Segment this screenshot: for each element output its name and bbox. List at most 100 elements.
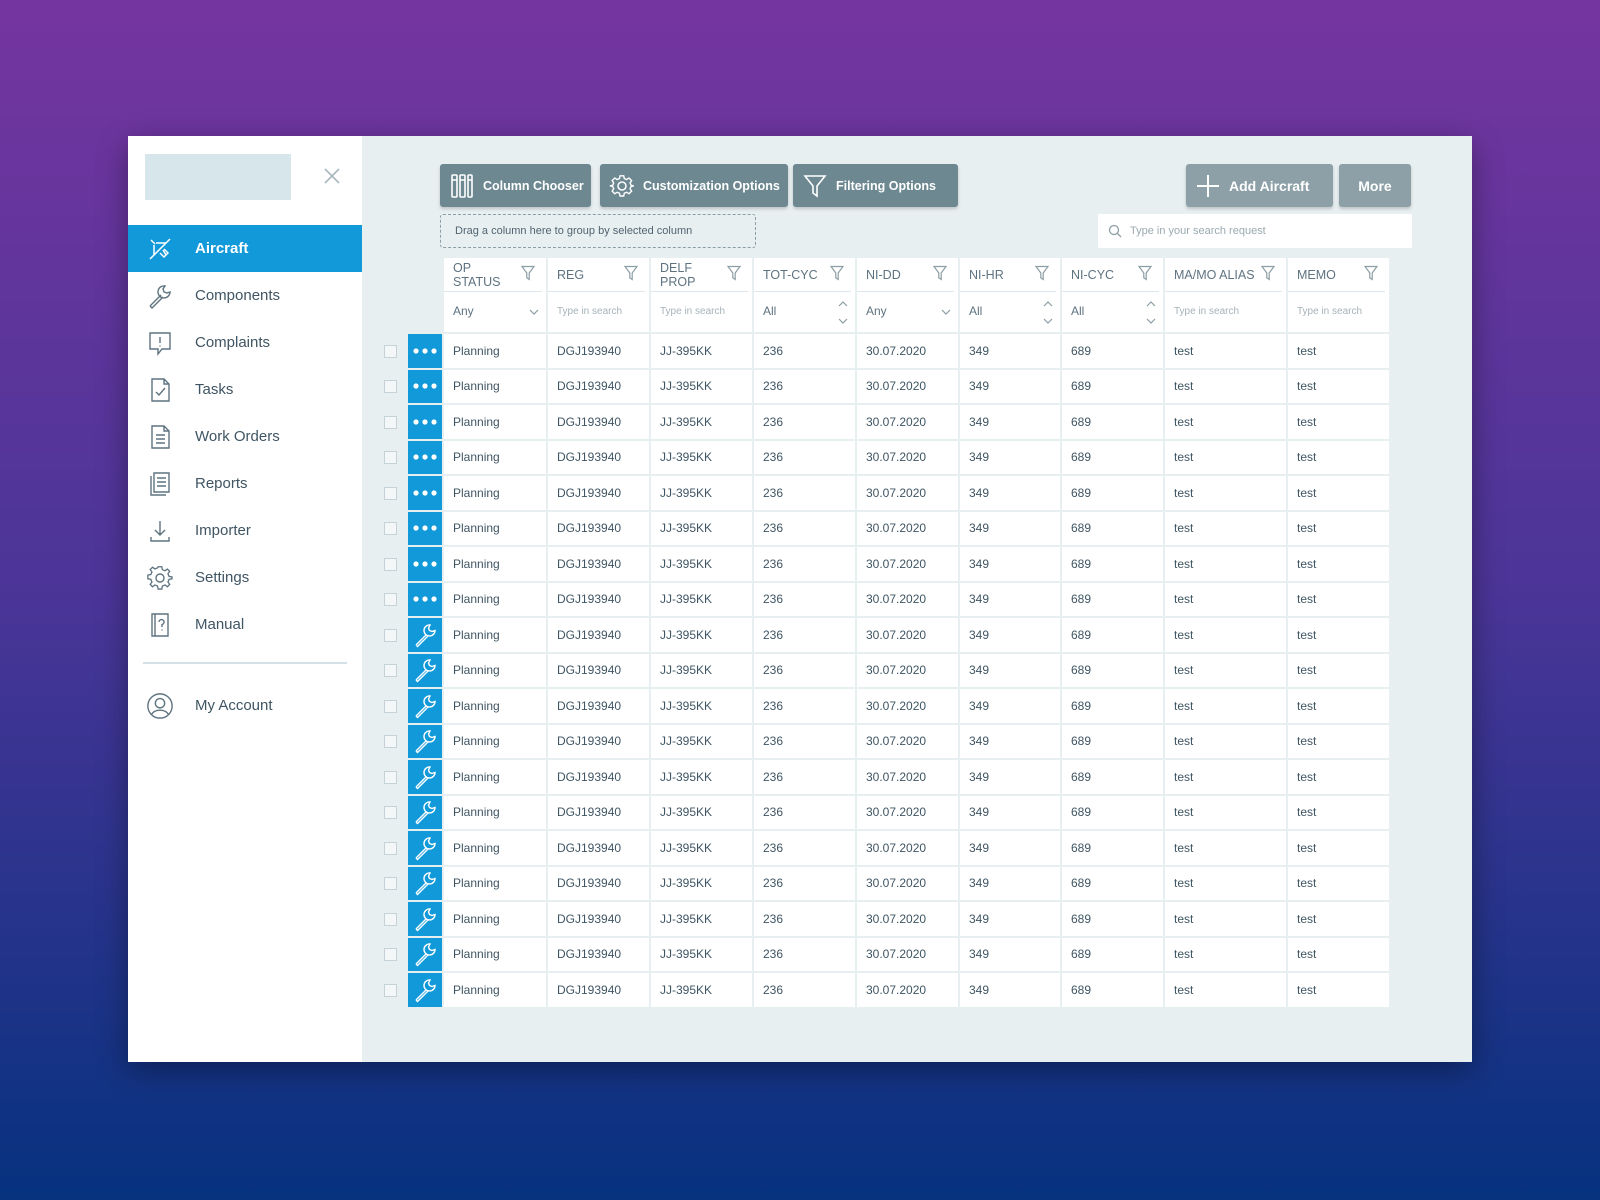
row-action-button[interactable] bbox=[408, 866, 442, 900]
row-checkbox[interactable] bbox=[383, 344, 397, 358]
filter-spin-value[interactable]: All bbox=[969, 304, 983, 318]
row-action-button[interactable] bbox=[408, 653, 442, 687]
row-checkbox[interactable] bbox=[383, 557, 397, 571]
row-action-button[interactable] bbox=[408, 831, 442, 865]
chevron-up-icon[interactable] bbox=[838, 296, 848, 310]
filter-icon[interactable] bbox=[829, 265, 845, 284]
row-checkbox[interactable] bbox=[383, 948, 397, 962]
row-checkbox[interactable] bbox=[383, 877, 397, 891]
row-action-button[interactable] bbox=[408, 547, 442, 581]
row-checkbox[interactable] bbox=[383, 735, 397, 749]
table-row[interactable]: Planning DGJ193940 JJ-395KK 236 30.07.2020 34… bbox=[374, 937, 1389, 971]
row-action-button[interactable] bbox=[408, 618, 442, 652]
column-label[interactable]: TOT-CYC bbox=[763, 267, 818, 282]
row-checkbox[interactable] bbox=[383, 912, 397, 926]
row-action-button[interactable] bbox=[408, 405, 442, 439]
table-row[interactable]: Planning DGJ193940 JJ-395KK 236 30.07.2020 34… bbox=[374, 582, 1389, 616]
chevron-down-icon[interactable] bbox=[838, 313, 848, 327]
row-checkbox[interactable] bbox=[383, 841, 397, 855]
chevron-down-icon[interactable] bbox=[941, 304, 951, 318]
filter-icon[interactable] bbox=[1363, 265, 1379, 284]
filter-icon[interactable] bbox=[1260, 265, 1276, 284]
row-checkbox[interactable] bbox=[383, 983, 397, 997]
row-checkbox[interactable] bbox=[383, 451, 397, 465]
row-checkbox[interactable] bbox=[383, 628, 397, 642]
group-by-drop-zone[interactable]: Drag a column here to group by selected … bbox=[440, 214, 756, 248]
table-row[interactable]: Planning DGJ193940 JJ-395KK 236 30.07.2020 34… bbox=[374, 547, 1389, 581]
table-row[interactable]: Planning DGJ193940 JJ-395KK 236 30.07.2020 34… bbox=[374, 440, 1389, 474]
row-action-button[interactable] bbox=[408, 369, 442, 403]
row-checkbox[interactable] bbox=[383, 806, 397, 820]
row-action-button[interactable] bbox=[408, 902, 442, 936]
column-search-input[interactable] bbox=[1174, 305, 1269, 317]
row-checkbox[interactable] bbox=[383, 593, 397, 607]
table-row[interactable]: Planning DGJ193940 JJ-395KK 236 30.07.2020 34… bbox=[374, 831, 1389, 865]
column-chooser-button[interactable]: Column Chooser bbox=[440, 164, 591, 207]
table-row[interactable]: Planning DGJ193940 JJ-395KK 236 30.07.2020 34… bbox=[374, 902, 1389, 936]
table-row[interactable]: Planning DGJ193940 JJ-395KK 236 30.07.2020 34… bbox=[374, 653, 1389, 687]
column-search-input[interactable] bbox=[557, 305, 634, 317]
row-action-button[interactable] bbox=[408, 511, 442, 545]
sidebar-item-manual[interactable]: Manual bbox=[128, 601, 362, 648]
filter-icon[interactable] bbox=[1034, 265, 1050, 284]
table-row[interactable]: Planning DGJ193940 JJ-395KK 236 30.07.2020 34… bbox=[374, 511, 1389, 545]
row-action-button[interactable] bbox=[408, 973, 442, 1007]
column-label[interactable]: NI-HR bbox=[969, 267, 1004, 282]
sidebar-item-work-orders[interactable]: Work Orders bbox=[128, 413, 362, 460]
table-row[interactable]: Planning DGJ193940 JJ-395KK 236 30.07.2020 34… bbox=[374, 973, 1389, 1007]
filter-spin-value[interactable]: All bbox=[763, 304, 777, 318]
sidebar-item-settings[interactable]: Settings bbox=[128, 554, 362, 601]
table-row[interactable]: Planning DGJ193940 JJ-395KK 236 30.07.2020 34… bbox=[374, 760, 1389, 794]
row-checkbox[interactable] bbox=[383, 522, 397, 536]
table-row[interactable]: Planning DGJ193940 JJ-395KK 236 30.07.2020 34… bbox=[374, 618, 1389, 652]
spin-buttons[interactable] bbox=[1043, 296, 1053, 327]
filter-select-value[interactable]: Any bbox=[453, 304, 474, 318]
close-sidebar-button[interactable] bbox=[321, 165, 343, 187]
row-action-button[interactable] bbox=[408, 689, 442, 723]
row-checkbox[interactable] bbox=[383, 415, 397, 429]
row-action-button[interactable] bbox=[408, 937, 442, 971]
row-action-button[interactable] bbox=[408, 795, 442, 829]
row-checkbox[interactable] bbox=[383, 486, 397, 500]
column-label[interactable]: MA/MO ALIAS bbox=[1174, 267, 1255, 282]
add-aircraft-button[interactable]: Add Aircraft bbox=[1186, 164, 1333, 207]
column-search-input[interactable] bbox=[660, 305, 737, 317]
table-row[interactable]: Planning DGJ193940 JJ-395KK 236 30.07.2020 34… bbox=[374, 334, 1389, 368]
table-row[interactable]: Planning DGJ193940 JJ-395KK 236 30.07.2020 34… bbox=[374, 369, 1389, 403]
chevron-down-icon[interactable] bbox=[529, 304, 539, 318]
table-row[interactable]: Planning DGJ193940 JJ-395KK 236 30.07.2020 34… bbox=[374, 866, 1389, 900]
filter-icon[interactable] bbox=[623, 265, 639, 284]
row-checkbox[interactable] bbox=[383, 699, 397, 713]
row-action-button[interactable] bbox=[408, 476, 442, 510]
sidebar-item-importer[interactable]: Importer bbox=[128, 507, 362, 554]
filter-icon[interactable] bbox=[726, 265, 742, 284]
column-label[interactable]: OP STATUS bbox=[453, 260, 501, 289]
table-row[interactable]: Planning DGJ193940 JJ-395KK 236 30.07.2020 34… bbox=[374, 795, 1389, 829]
search-input[interactable] bbox=[1130, 225, 1390, 237]
table-row[interactable]: Planning DGJ193940 JJ-395KK 236 30.07.2020 34… bbox=[374, 724, 1389, 758]
filter-icon[interactable] bbox=[932, 265, 948, 284]
column-search-input[interactable] bbox=[1297, 305, 1374, 317]
table-row[interactable]: Planning DGJ193940 JJ-395KK 236 30.07.2020 34… bbox=[374, 405, 1389, 439]
filter-spin-value[interactable]: All bbox=[1071, 304, 1085, 318]
table-row[interactable]: Planning DGJ193940 JJ-395KK 236 30.07.2020 34… bbox=[374, 689, 1389, 723]
sidebar-item-tasks[interactable]: Tasks bbox=[128, 366, 362, 413]
sidebar-item-reports[interactable]: Reports bbox=[128, 460, 362, 507]
chevron-down-icon[interactable] bbox=[1146, 313, 1156, 327]
row-action-button[interactable] bbox=[408, 582, 442, 616]
sidebar-item-components[interactable]: Components bbox=[128, 272, 362, 319]
row-action-button[interactable] bbox=[408, 724, 442, 758]
column-label[interactable]: DELF PROP bbox=[660, 260, 696, 289]
filter-icon[interactable] bbox=[520, 265, 536, 284]
row-action-button[interactable] bbox=[408, 760, 442, 794]
sidebar-item-my-account[interactable]: My Account bbox=[128, 682, 362, 729]
spin-buttons[interactable] bbox=[1146, 296, 1156, 327]
row-action-button[interactable] bbox=[408, 334, 442, 368]
column-label[interactable]: MEMO bbox=[1297, 267, 1336, 282]
sidebar-item-aircraft[interactable]: Aircraft bbox=[128, 225, 362, 272]
chevron-up-icon[interactable] bbox=[1043, 296, 1053, 310]
row-action-button[interactable] bbox=[408, 440, 442, 474]
chevron-up-icon[interactable] bbox=[1146, 296, 1156, 310]
column-label[interactable]: NI-DD bbox=[866, 267, 901, 282]
row-checkbox[interactable] bbox=[383, 380, 397, 394]
